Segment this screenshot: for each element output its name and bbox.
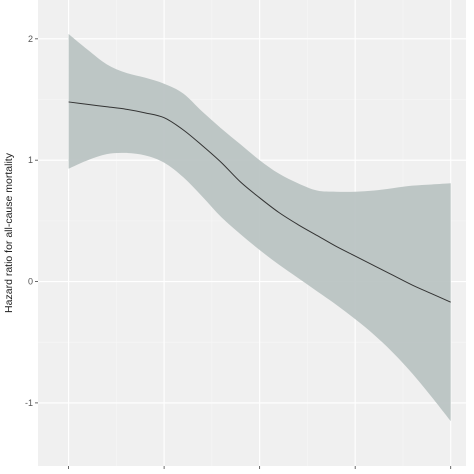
y-axis-title: Hazard ratio for all-cause mortality	[3, 152, 15, 313]
hazard-ratio-line	[68, 101, 451, 303]
y-tick-label: 2	[28, 34, 33, 44]
x-axis-ticks	[68, 466, 452, 469]
y-tick-label: -1	[25, 398, 33, 408]
y-axis-ticks: -1 0 1 2	[25, 34, 38, 408]
y-tick-label: 1	[28, 155, 33, 165]
confidence-band	[68, 33, 451, 422]
y-tick-label: 0	[28, 277, 33, 287]
